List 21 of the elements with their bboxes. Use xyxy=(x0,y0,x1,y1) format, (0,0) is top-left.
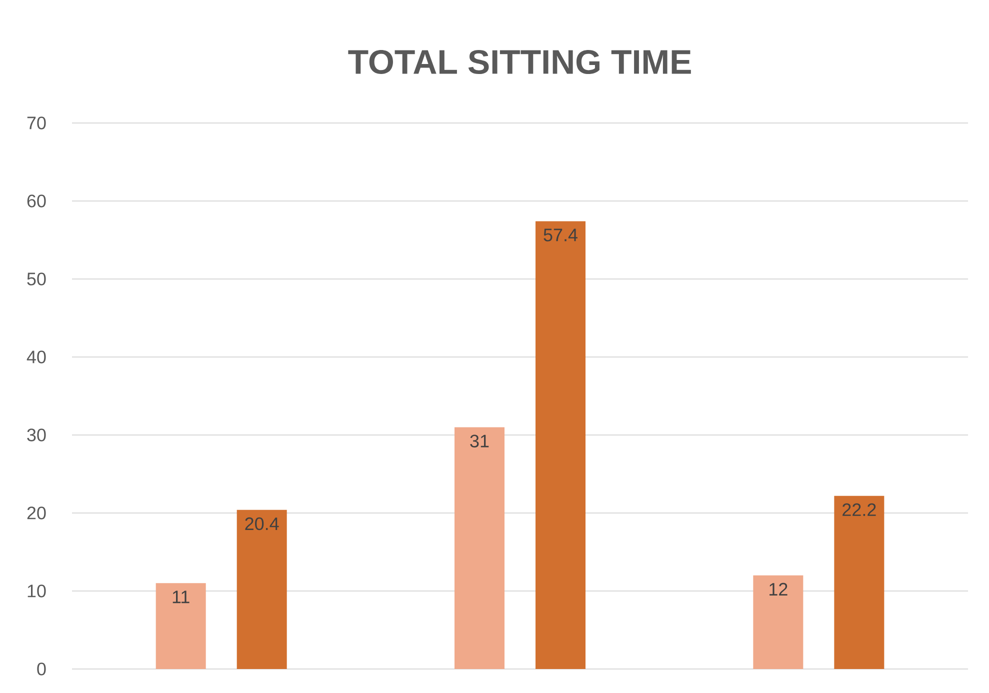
bar xyxy=(753,575,804,669)
y-tick-label: 30 xyxy=(27,428,46,442)
bar xyxy=(236,510,287,669)
data-label: 20.4 xyxy=(245,517,279,530)
data-label: 31 xyxy=(470,434,489,448)
data-label: 22.2 xyxy=(842,503,876,516)
y-tick-label: 40 xyxy=(26,350,46,364)
chart-title: TOTAL SITTING TIME xyxy=(348,50,691,74)
data-label: 12 xyxy=(770,582,788,596)
bar xyxy=(834,496,884,669)
y-tick-label: 20 xyxy=(27,506,46,520)
data-label: 11 xyxy=(172,590,190,604)
y-tick-label: 0 xyxy=(37,662,46,676)
y-tick-label: 10 xyxy=(28,584,46,598)
data-label: 57.4 xyxy=(544,228,578,242)
y-tick-label: 60 xyxy=(27,194,46,208)
bar xyxy=(536,221,586,669)
bar xyxy=(156,583,206,669)
y-tick-label: 50 xyxy=(27,272,46,286)
y-tick-label: 70 xyxy=(27,116,46,130)
bar xyxy=(454,427,505,669)
